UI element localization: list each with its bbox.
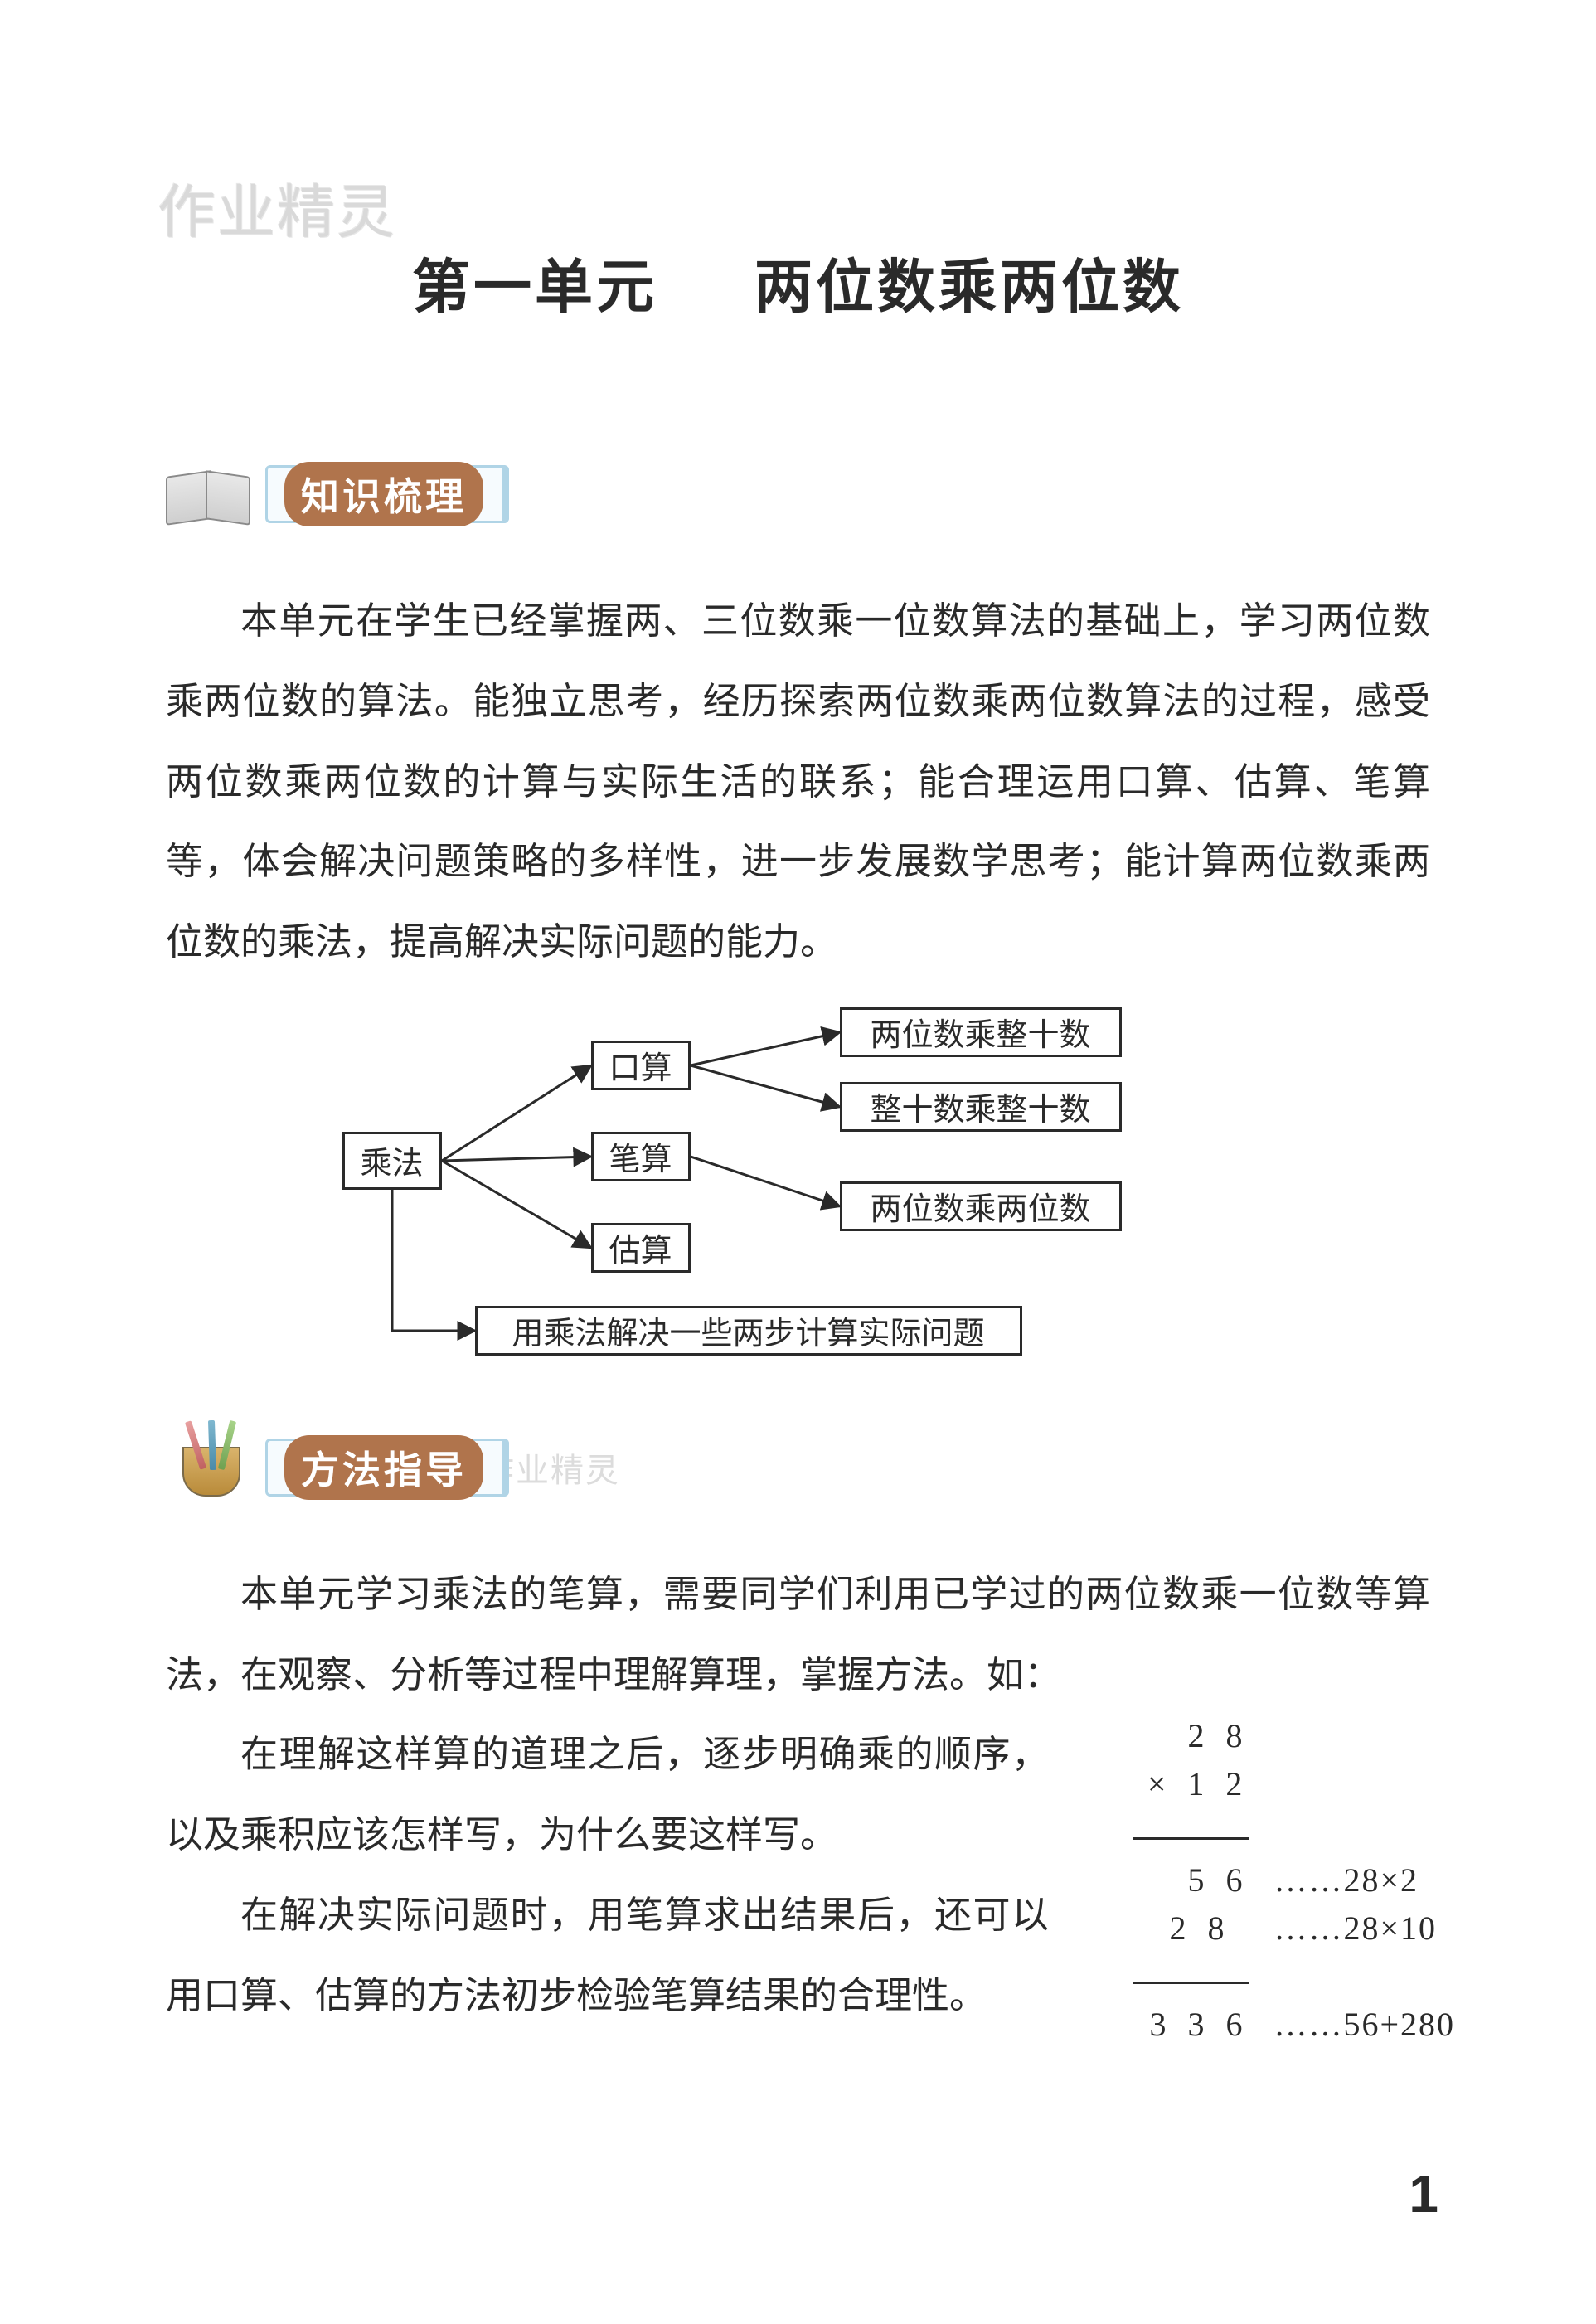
node-root: 乘法 (342, 1132, 442, 1190)
watermark-top: 作业精灵 (158, 166, 396, 250)
page-title: 第一单元 两位数乘两位数 (166, 240, 1430, 324)
node-r3: 两位数乘两位数 (840, 1181, 1122, 1231)
calc-c: 5 6 (1133, 1856, 1249, 1904)
node-kousuan: 口算 (591, 1041, 691, 1090)
section-2-label: 方法指导 (284, 1435, 483, 1500)
calc-c-note: ……28×2 (1273, 1856, 1419, 1904)
calc-e-note: ……56+280 (1273, 2001, 1455, 2049)
calc-rule-1 (1133, 1837, 1249, 1840)
page-number: 1 (1409, 2163, 1438, 2225)
book-icon (166, 457, 257, 531)
calc-a: 2 8 (1133, 1712, 1249, 1760)
node-bottom: 用乘法解决一些两步计算实际问题 (475, 1306, 1022, 1356)
section-1-label-box: 知识梳理 (265, 465, 509, 523)
section-2-body: 本单元学习乘法的笔算，需要同学们利用已学过的两位数乘一位数等算法，在观察、分析等… (166, 1555, 1430, 2036)
section-2-label-box: 方法指导 (265, 1439, 509, 1497)
calc-d-note: ……28×10 (1273, 1904, 1437, 1953)
page: 作业精灵 第一单元 两位数乘两位数 知识梳理 作业精灵 本单元在学生已经掌握两、… (0, 0, 1596, 2324)
section-2-badge: 方法指导 (166, 1430, 1430, 1505)
title-left: 第一单元 (412, 240, 657, 324)
calc-rule-2 (1133, 1982, 1249, 1984)
vertical-multiplication: 2 8 × 1 2 5 6 ……28×2 2 8 ……28×10 3 3 6 …… (1133, 1712, 1455, 2049)
node-r2: 整十数乘整十数 (840, 1082, 1122, 1132)
pencil-cup-icon (166, 1430, 257, 1505)
section-1-label: 知识梳理 (284, 462, 483, 526)
section-1-body: 作业精灵 本单元在学生已经掌握两、三位数乘一位数算法的基础上，学习两位数乘两位数… (166, 581, 1430, 982)
calc-d: 2 8 (1133, 1904, 1249, 1953)
concept-diagram: 乘法 口算 笔算 估算 两位数乘整十数 整十数乘整十数 两位数乘两位数 用乘法解… (342, 1007, 1254, 1364)
section-2-p1: 本单元学习乘法的笔算，需要同学们利用已学过的两位数乘一位数等算法，在观察、分析等… (166, 1555, 1430, 1715)
section-1-badge: 知识梳理 (166, 457, 1430, 531)
node-gusuan: 估算 (591, 1223, 691, 1273)
title-right: 两位数乘两位数 (754, 240, 1184, 324)
node-bisuan: 笔算 (591, 1132, 691, 1181)
calc-e: 3 3 6 (1133, 2001, 1249, 2049)
section-1-paragraph: 本单元在学生已经掌握两、三位数乘一位数算法的基础上，学习两位数乘两位数的算法。能… (166, 581, 1430, 982)
calc-b: × 1 2 (1133, 1760, 1249, 1808)
node-r1: 两位数乘整十数 (840, 1007, 1122, 1057)
